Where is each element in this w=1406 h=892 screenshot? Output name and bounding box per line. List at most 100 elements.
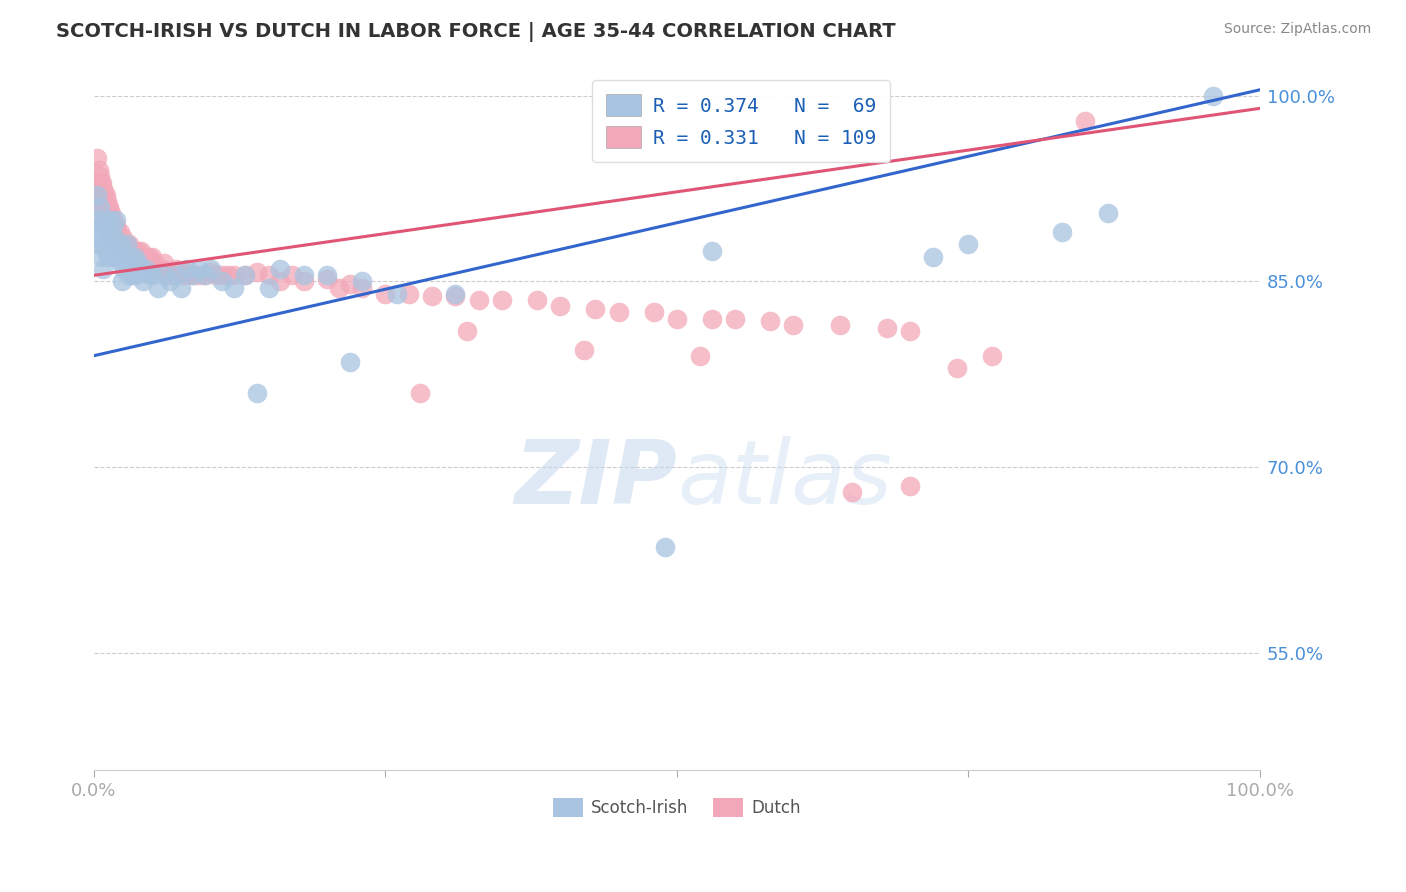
- Point: [328, 281, 350, 295]
- Point: [654, 541, 676, 555]
- Point: [257, 268, 280, 283]
- Point: [94, 212, 117, 227]
- Point: [89, 169, 111, 184]
- Point: [211, 275, 233, 289]
- Point: [98, 231, 121, 245]
- Point: [187, 268, 209, 283]
- Point: [100, 231, 122, 245]
- Point: [125, 250, 148, 264]
- Point: [90, 176, 112, 190]
- Point: [156, 264, 179, 278]
- Point: [143, 256, 166, 270]
- Point: [90, 250, 112, 264]
- Point: [181, 268, 204, 283]
- Text: SCOTCH-IRISH VS DUTCH IN LABOR FORCE | AGE 35-44 CORRELATION CHART: SCOTCH-IRISH VS DUTCH IN LABOR FORCE | A…: [56, 22, 896, 42]
- Point: [339, 355, 361, 369]
- Point: [269, 262, 291, 277]
- Point: [118, 237, 141, 252]
- Point: [112, 237, 135, 252]
- Point: [124, 250, 146, 264]
- Point: [112, 244, 135, 258]
- Point: [548, 299, 571, 313]
- Point: [491, 293, 513, 307]
- Point: [129, 244, 152, 258]
- Point: [86, 188, 108, 202]
- Point: [125, 268, 148, 283]
- Point: [945, 361, 967, 376]
- Point: [97, 250, 120, 264]
- Point: [108, 237, 131, 252]
- Point: [246, 264, 269, 278]
- Point: [643, 305, 665, 319]
- Point: [87, 219, 110, 233]
- Point: [200, 262, 222, 277]
- Point: [118, 268, 141, 283]
- Point: [132, 250, 155, 264]
- Point: [93, 212, 115, 227]
- Point: [352, 275, 374, 289]
- Point: [96, 194, 118, 208]
- Point: [700, 244, 723, 258]
- Point: [105, 219, 128, 233]
- Point: [1097, 206, 1119, 220]
- Point: [132, 275, 155, 289]
- Point: [1202, 89, 1225, 103]
- Point: [444, 286, 467, 301]
- Point: [87, 163, 110, 178]
- Point: [205, 268, 228, 283]
- Point: [246, 385, 269, 400]
- Point: [211, 268, 233, 283]
- Point: [98, 231, 121, 245]
- Point: [374, 286, 396, 301]
- Point: [117, 256, 139, 270]
- Point: [235, 268, 257, 283]
- Point: [444, 289, 467, 303]
- Point: [269, 275, 291, 289]
- Point: [159, 268, 181, 283]
- Point: [120, 244, 142, 258]
- Point: [94, 188, 117, 202]
- Point: [583, 301, 606, 316]
- Point: [922, 250, 945, 264]
- Point: [101, 212, 124, 227]
- Point: [1074, 113, 1097, 128]
- Point: [139, 268, 162, 283]
- Point: [467, 293, 489, 307]
- Point: [689, 349, 711, 363]
- Point: [292, 275, 315, 289]
- Point: [572, 343, 595, 357]
- Point: [110, 237, 132, 252]
- Text: atlas: atlas: [676, 436, 891, 522]
- Point: [122, 250, 145, 264]
- Point: [127, 256, 149, 270]
- Point: [105, 250, 128, 264]
- Point: [89, 200, 111, 214]
- Point: [526, 293, 548, 307]
- Point: [105, 212, 128, 227]
- Point: [121, 244, 143, 258]
- Point: [830, 318, 852, 332]
- Point: [110, 256, 132, 270]
- Point: [93, 188, 115, 202]
- Point: [91, 262, 114, 277]
- Point: [96, 219, 118, 233]
- Point: [91, 219, 114, 233]
- Point: [121, 268, 143, 283]
- Point: [132, 250, 155, 264]
- Point: [114, 244, 136, 258]
- Point: [129, 262, 152, 277]
- Point: [91, 206, 114, 220]
- Legend: Scotch-Irish, Dutch: Scotch-Irish, Dutch: [546, 791, 808, 824]
- Point: [86, 151, 108, 165]
- Point: [420, 289, 443, 303]
- Point: [181, 268, 204, 283]
- Point: [86, 176, 108, 190]
- Point: [409, 385, 432, 400]
- Point: [89, 194, 111, 208]
- Point: [1050, 225, 1073, 239]
- Point: [159, 275, 181, 289]
- Point: [222, 268, 245, 283]
- Point: [316, 268, 339, 283]
- Point: [141, 250, 163, 264]
- Point: [782, 318, 804, 332]
